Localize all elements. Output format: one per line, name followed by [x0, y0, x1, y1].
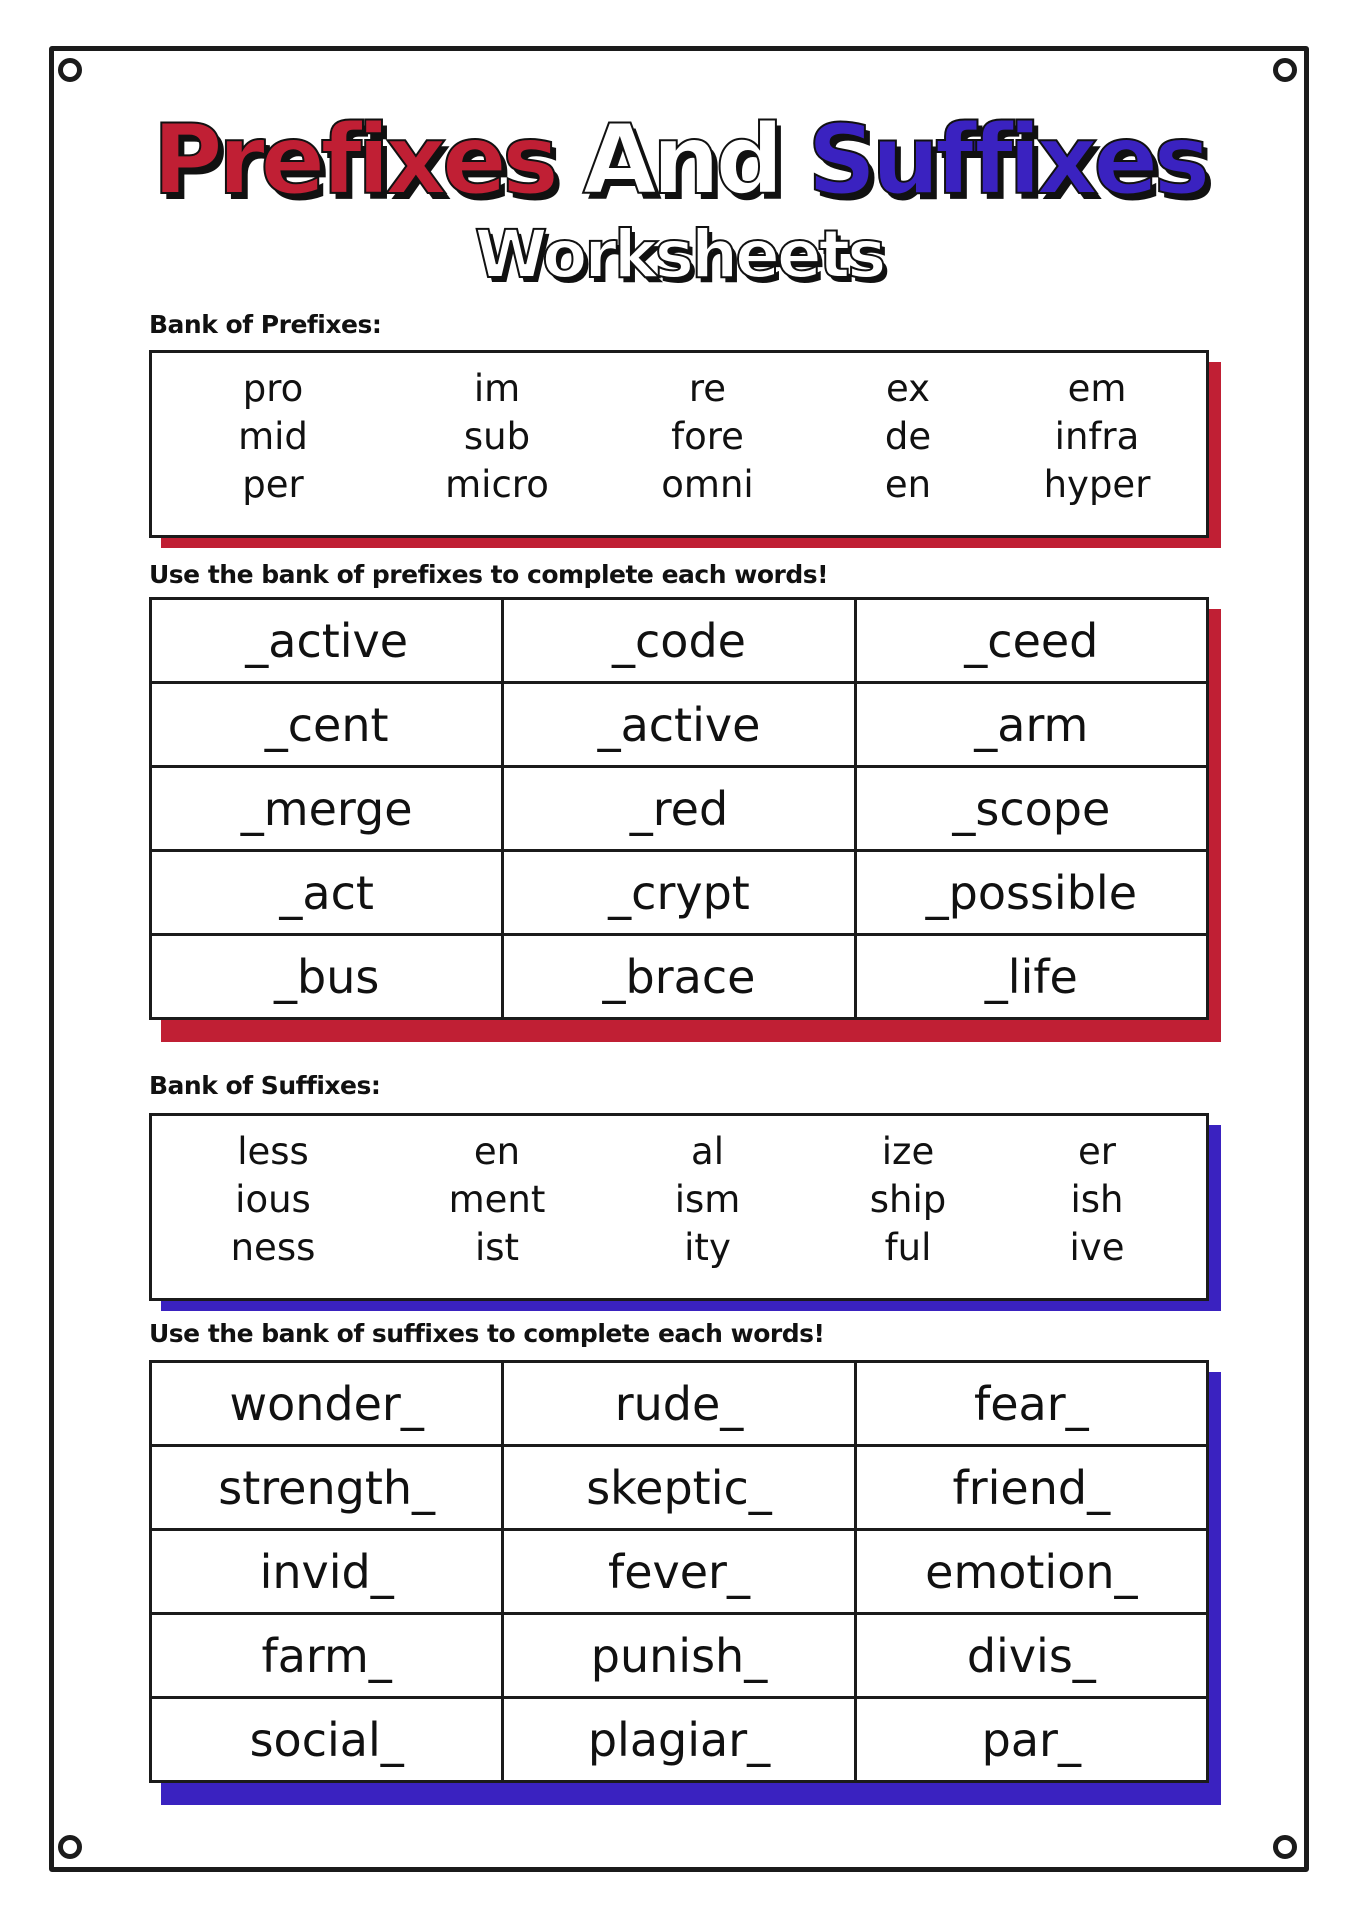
- bank-word: en: [473, 1130, 521, 1173]
- word-cell[interactable]: divis_: [853, 1612, 1210, 1699]
- bank-word: sub: [463, 415, 531, 458]
- bank-word: al: [691, 1130, 724, 1173]
- prefix-bank-label: Bank of Prefixes:: [149, 310, 382, 339]
- prefix-instruction: Use the bank of prefixes to complete eac…: [149, 560, 829, 589]
- word-cell[interactable]: punish_: [501, 1612, 857, 1699]
- bank-word: ist: [474, 1226, 520, 1269]
- bank-word: hyper: [1043, 463, 1151, 506]
- word-cell[interactable]: skeptic_: [501, 1444, 857, 1531]
- word-cell[interactable]: farm_: [148, 1612, 505, 1699]
- table-row: _cent _active _arm: [148, 681, 1210, 768]
- bank-word: ious: [235, 1178, 311, 1221]
- bank-word: infra: [1054, 415, 1140, 458]
- word-cell[interactable]: _code: [501, 597, 857, 684]
- title-prefixes: Prefixes: [152, 104, 561, 216]
- word-cell[interactable]: _possible: [853, 849, 1210, 936]
- bank-word: er: [1078, 1130, 1116, 1173]
- bank-word: ness: [230, 1226, 316, 1269]
- bank-word: mid: [238, 415, 308, 458]
- bank-column: ex de en: [815, 365, 1001, 509]
- word-cell[interactable]: _brace: [501, 933, 857, 1020]
- bank-word: ism: [674, 1178, 741, 1221]
- bank-word: per: [242, 463, 304, 506]
- word-cell[interactable]: fear_: [853, 1360, 1210, 1447]
- word-cell[interactable]: plagiar_: [501, 1696, 857, 1783]
- suffix-bank-box: less ious ness en ment ist al ism ity ize ship ful e…: [149, 1113, 1209, 1301]
- bank-word: less: [237, 1130, 309, 1173]
- bank-column: en ment ist: [394, 1128, 600, 1272]
- word-cell[interactable]: friend_: [853, 1444, 1210, 1531]
- hole-icon: [58, 1835, 82, 1859]
- word-cell[interactable]: _active: [501, 681, 857, 768]
- bank-word: ive: [1069, 1226, 1125, 1269]
- table-row: _merge _red _scope: [148, 765, 1210, 852]
- page-frame: [49, 46, 1309, 1872]
- bank-column: al ism ity: [600, 1128, 815, 1272]
- word-cell[interactable]: fever_: [501, 1528, 857, 1615]
- bank-word: ment: [448, 1178, 546, 1221]
- table-row: _act _crypt _possible: [148, 849, 1210, 936]
- word-cell[interactable]: emotion_: [853, 1528, 1210, 1615]
- word-cell[interactable]: _ceed: [853, 597, 1210, 684]
- bank-word: ex: [885, 367, 930, 410]
- word-cell[interactable]: _act: [148, 849, 505, 936]
- prefix-exercise-table: _active _code _ceed _cent _active _arm _merge _…: [148, 597, 1210, 1020]
- bank-word: ize: [881, 1130, 935, 1173]
- word-cell[interactable]: _merge: [148, 765, 505, 852]
- word-cell[interactable]: _crypt: [501, 849, 857, 936]
- hole-icon: [1273, 58, 1297, 82]
- table-row: social_ plagiar_ par_: [148, 1696, 1210, 1783]
- word-cell[interactable]: _scope: [853, 765, 1210, 852]
- bank-word: de: [884, 415, 932, 458]
- bank-word: omni: [661, 463, 754, 506]
- page-title: Prefixes And Suffixes: [0, 111, 1358, 209]
- suffix-instruction: Use the bank of suffixes to complete eac…: [149, 1319, 825, 1348]
- bank-column: em infra hyper: [1001, 365, 1193, 509]
- word-cell[interactable]: wonder_: [148, 1360, 505, 1447]
- bank-word: ity: [684, 1226, 731, 1269]
- hole-icon: [1273, 1835, 1297, 1859]
- word-cell[interactable]: _red: [501, 765, 857, 852]
- bank-column: er ish ive: [1001, 1128, 1193, 1272]
- bank-column: re fore omni: [600, 365, 815, 509]
- table-row: farm_ punish_ divis_: [148, 1612, 1210, 1699]
- bank-column: ize ship ful: [815, 1128, 1001, 1272]
- bank-word: em: [1067, 367, 1127, 410]
- table-row: strength_ skeptic_ friend_: [148, 1444, 1210, 1531]
- table-row: invid_ fever_ emotion_: [148, 1528, 1210, 1615]
- title-and: And: [582, 104, 785, 216]
- bank-word: pro: [242, 367, 304, 410]
- bank-word: ish: [1070, 1178, 1124, 1221]
- hole-icon: [58, 58, 82, 82]
- bank-word: im: [473, 367, 521, 410]
- word-cell[interactable]: _cent: [148, 681, 505, 768]
- word-cell[interactable]: par_: [853, 1696, 1210, 1783]
- bank-word: ful: [884, 1226, 932, 1269]
- word-cell[interactable]: rude_: [501, 1360, 857, 1447]
- word-cell[interactable]: strength_: [148, 1444, 505, 1531]
- bank-word: fore: [671, 415, 744, 458]
- bank-column: pro mid per: [152, 365, 394, 509]
- word-cell[interactable]: _bus: [148, 933, 505, 1020]
- title-suffixes: Suffixes: [806, 104, 1211, 216]
- word-cell[interactable]: social_: [148, 1696, 505, 1783]
- table-row: _bus _brace _life: [148, 933, 1210, 1020]
- page-subtitle: Worksheets: [474, 216, 888, 293]
- bank-column: im sub micro: [394, 365, 600, 509]
- bank-word: ship: [869, 1178, 947, 1221]
- table-row: wonder_ rude_ fear_: [148, 1360, 1210, 1447]
- bank-column: less ious ness: [152, 1128, 394, 1272]
- suffix-bank-label: Bank of Suffixes:: [149, 1071, 381, 1100]
- suffix-exercise-table: wonder_ rude_ fear_ strength_ skeptic_ friend…: [148, 1360, 1210, 1783]
- bank-word: micro: [445, 463, 549, 506]
- bank-word: en: [884, 463, 932, 506]
- table-row: _active _code _ceed: [148, 597, 1210, 684]
- word-cell[interactable]: _arm: [853, 681, 1210, 768]
- word-cell[interactable]: _life: [853, 933, 1210, 1020]
- word-cell[interactable]: invid_: [148, 1528, 505, 1615]
- prefix-bank-box: pro mid per im sub micro re fore omni ex de en em inf…: [149, 350, 1209, 538]
- bank-word: re: [688, 367, 727, 410]
- word-cell[interactable]: _active: [148, 597, 505, 684]
